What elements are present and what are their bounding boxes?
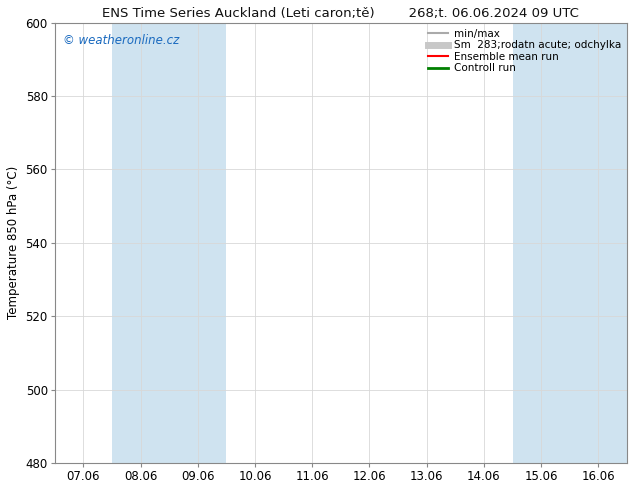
Title: ENS Time Series Auckland (Leti caron;tě)        268;t. 06.06.2024 09 UTC: ENS Time Series Auckland (Leti caron;tě)… xyxy=(103,7,579,20)
Y-axis label: Temperature 850 hPa (°C): Temperature 850 hPa (°C) xyxy=(7,166,20,319)
Legend: min/max, Sm  283;rodatn acute; odchylka, Ensemble mean run, Controll run: min/max, Sm 283;rodatn acute; odchylka, … xyxy=(424,24,625,77)
Bar xyxy=(512,23,627,463)
Text: © weatheronline.cz: © weatheronline.cz xyxy=(63,33,179,47)
Bar xyxy=(112,23,226,463)
